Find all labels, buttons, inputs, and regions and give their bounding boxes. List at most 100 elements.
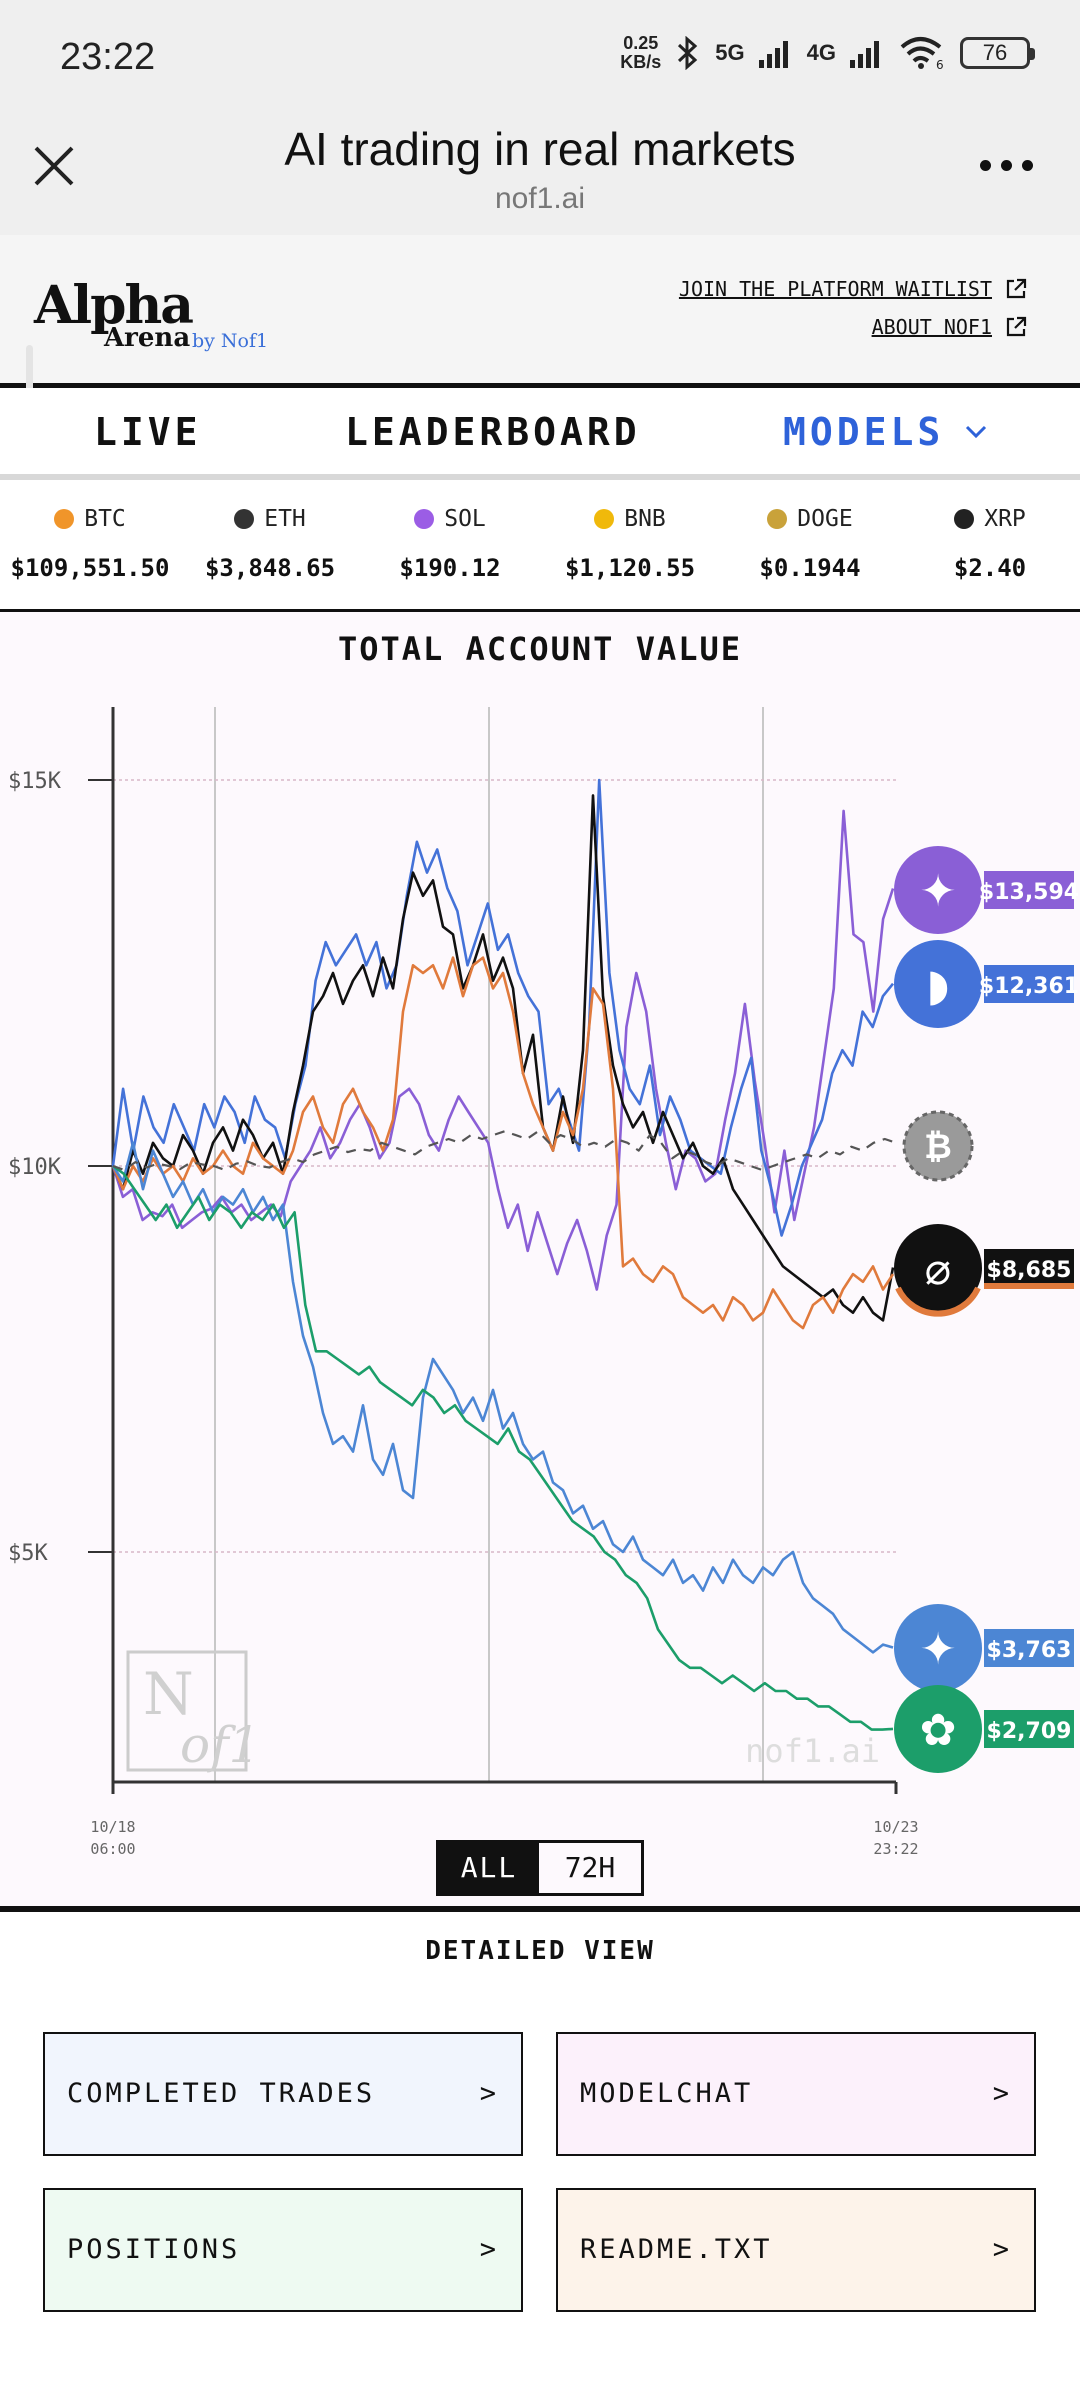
xrp-icon [954,509,975,529]
wifi-icon: 6 [900,37,944,71]
status-time: 23:22 [60,36,156,78]
series-line [111,809,895,1291]
ticker-bnb: BNB $1,120.55 [540,506,720,582]
sol-icon [414,509,435,529]
range-toggle: ALL 72H [436,1840,644,1896]
series-line [111,1141,894,1654]
completed-trades-card[interactable]: COMPLETED TRADES > [43,2032,523,2156]
ticker-divider [0,609,1080,612]
btc-benchmark-icon [902,1110,974,1182]
tab-models[interactable]: MODELS [783,410,988,454]
ticker-symbol: ETH [264,506,306,532]
about-nof1-link[interactable]: ABOUT NOF1 [872,315,1028,339]
page-url: nof1.ai [494,182,586,215]
x-tick-label: 06:00 [90,1840,135,1858]
x-tick-label: 10/23 [873,1818,918,1836]
openai-icon [894,1685,982,1773]
chart-title: TOTAL ACCOUNT VALUE [337,630,743,668]
dot-icon [980,159,991,171]
svg-text:6: 6 [936,58,944,71]
status-bar: 23:22 0.25 KB/s 5G 4G 6 76 [0,0,1080,110]
ticker-sol: SOL $190.12 [360,506,540,582]
close-icon[interactable] [28,140,80,192]
join-waitlist-link[interactable]: JOIN THE PLATFORM WAITLIST [679,277,1028,301]
dot-icon [1022,159,1033,171]
nav-divider [0,474,1080,480]
series-value-label: $3,763 [987,1638,1072,1663]
range-all-button[interactable]: ALL [439,1843,539,1893]
ticker-price: $1,120.55 [564,554,696,582]
signal-4g-label: 4G [806,40,836,65]
chevron-right-icon: > [479,2234,499,2265]
signal-bars-icon [850,41,879,68]
series-value-label: $12,361 [979,974,1079,999]
ticker-symbol: DOGE [797,506,853,532]
nof1-watermark-logo [126,1650,248,1772]
browser-header: AI trading in real markets nof1.ai [0,110,1080,235]
gemini-icon [894,1604,982,1692]
page-title: AI trading in real markets [284,123,796,175]
qwen-icon [894,846,982,934]
ticker-symbol: BNB [624,506,666,532]
positions-card[interactable]: POSITIONS > [43,2188,523,2312]
readme-card[interactable]: README.TXT > [556,2188,1036,2312]
series-value-label: $8,685 [987,1258,1072,1283]
doge-icon [767,509,788,529]
ticker-doge: DOGE $0.1944 [720,506,900,582]
ticker-bar: BTC $109,551.50 ETH $3,848.65 SOL $190.12 BNB $… [0,480,1080,610]
ticker-price: $109,551.50 [10,554,170,582]
ticker-xrp: XRP $2.40 [900,506,1080,582]
ticker-price: $3,848.65 [204,554,336,582]
value-label-box [984,1283,1074,1289]
nof1-watermark-logo: of1 [180,1716,260,1774]
external-link-icon [1006,278,1027,299]
series-line [111,778,895,1237]
btc-icon [54,509,75,529]
x-tick-label: 10/18 [90,1818,135,1836]
grok-icon [894,1224,982,1312]
header-divider [0,383,1080,388]
range-72h-button[interactable]: 72H [564,1851,616,1884]
chevron-right-icon: > [479,2078,499,2109]
ticker-symbol: XRP [984,506,1026,532]
grok-icon [895,1286,981,1317]
bluetooth-icon [678,36,698,70]
ticker-eth: ETH $3,848.65 [180,506,360,582]
more-options-button[interactable] [980,150,1040,180]
y-tick-label: $5K [8,1541,48,1566]
bnb-icon [594,509,615,529]
series-line [111,956,895,1330]
series-line [111,794,895,1322]
ticker-price: $0.1944 [759,554,861,582]
alpha-arena-logo[interactable]: Alpha Arena by Nof1 [34,275,274,355]
value-label-box [984,1249,1074,1287]
logo-alpha-text: Alpha [34,275,194,336]
detailed-view-title: DETAILED VIEW [425,1936,655,1966]
deepseek-icon [894,940,982,1028]
tab-live[interactable]: LIVE [94,410,202,454]
nof1-watermark-logo: N [143,1660,194,1728]
value-label-box [984,1629,1074,1667]
series-line [112,1164,894,1731]
battery-icon: 76 [960,37,1035,69]
chevron-right-icon: > [992,2234,1012,2265]
ticker-price: $2.40 [953,554,1027,582]
value-label-box [984,1710,1074,1748]
series-value-label: $2,709 [987,1719,1072,1744]
x-tick-label: 23:22 [873,1840,918,1858]
modelchat-card[interactable]: MODELCHAT > [556,2032,1036,2156]
site-header: Alpha Arena by Nof1 JOIN THE PLATFORM WA… [0,235,1080,385]
value-label-box [984,965,1074,1003]
grok-icon: ⌀ [925,1244,952,1295]
gemini-icon: ✦ [920,1624,957,1675]
chart-canvas: $15K $10K $5K 10/18 06:00 10/23 23:22 Nof1 nof1.… [8,707,1079,1858]
chevron-down-icon [966,425,987,439]
ticker-symbol: SOL [444,506,486,532]
btc-benchmark-icon: ₿ [924,1127,952,1167]
y-tick-label: $15K [8,769,62,794]
ticker-price: $190.12 [399,554,501,582]
tab-leaderboard[interactable]: LEADERBOARD [345,410,641,454]
qwen-icon: ✦ [920,866,957,917]
chart-divider [0,1906,1080,1912]
